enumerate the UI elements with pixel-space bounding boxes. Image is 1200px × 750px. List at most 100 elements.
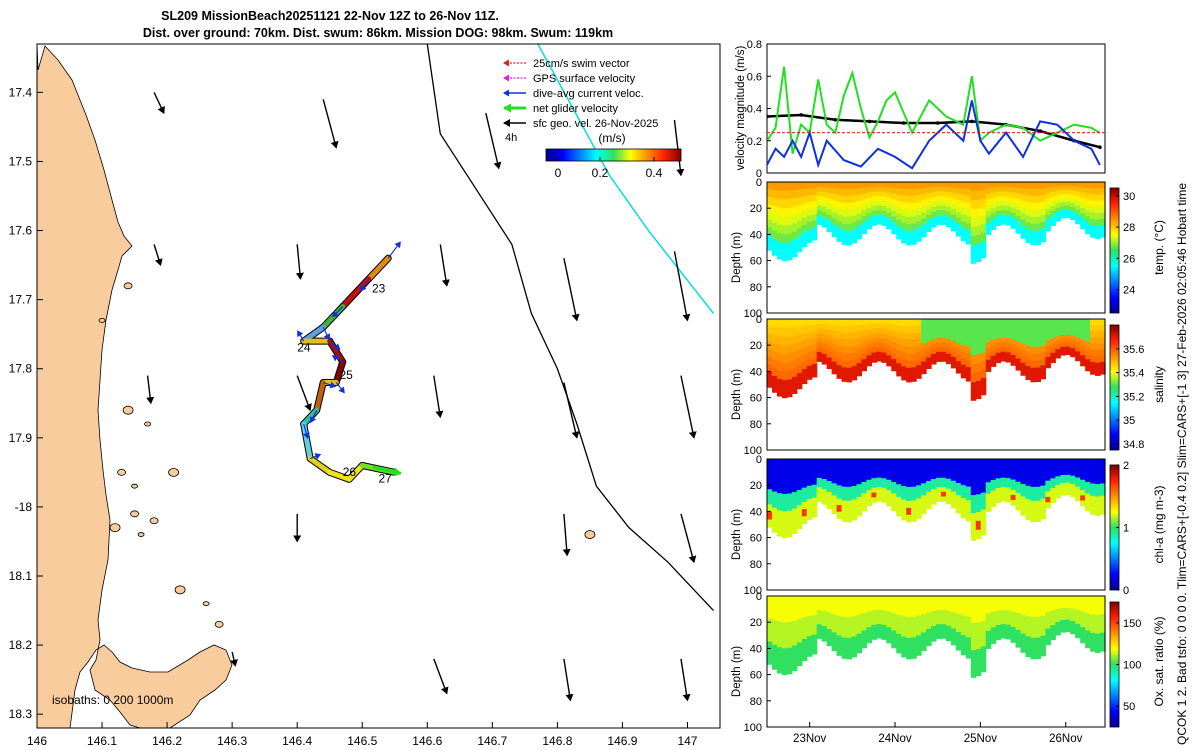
track-segment — [333, 359, 346, 386]
temperature-cell — [1060, 197, 1066, 203]
oxygen-cell — [786, 665, 793, 675]
chlorophyll-cell — [806, 465, 813, 473]
salinity-cell — [771, 367, 778, 377]
temperature-cell — [975, 217, 982, 227]
chlorophyll-cell — [985, 505, 992, 512]
salinity-cell — [771, 359, 778, 369]
oxygen-cell — [960, 622, 967, 630]
salinity-cell — [871, 342, 877, 349]
salinity-cell — [1080, 334, 1086, 341]
oxygen-cell — [876, 628, 882, 634]
oxygen-cell — [851, 636, 858, 644]
temperature-cell — [1090, 188, 1096, 195]
oxygen-cell — [955, 631, 962, 639]
temperature-cell — [1095, 232, 1101, 239]
salinity-cell — [811, 325, 818, 333]
oxygen-cell — [767, 618, 773, 627]
oxygen-cell — [1015, 635, 1022, 642]
salinity-cell — [1050, 343, 1056, 349]
salinity-cell — [1055, 336, 1061, 342]
temperature-cell — [826, 182, 833, 189]
temperature-cell — [1025, 208, 1032, 217]
temperature-cell — [931, 196, 937, 203]
temperature-colorbar-tick-label: 28 — [1123, 222, 1135, 234]
salinity-cell — [1015, 358, 1022, 365]
oxygen-cell — [901, 629, 907, 638]
chlorophyll-cell — [1015, 470, 1022, 477]
oxygen-cell — [1095, 646, 1101, 653]
salinity-cell — [866, 329, 872, 336]
temperature-cell — [945, 191, 952, 198]
salinity-cell — [821, 324, 828, 330]
chlorophyll-cell — [936, 482, 942, 488]
chlorophyll-cell — [1090, 465, 1096, 472]
sfc-geo-point — [833, 117, 838, 122]
salinity-frame — [766, 318, 1106, 451]
chlorophyll-cell — [861, 487, 868, 495]
salinity-cell — [1025, 339, 1032, 347]
chlorophyll-cell — [881, 492, 887, 499]
salinity-cell — [1020, 343, 1027, 351]
island — [122, 405, 134, 415]
salinity-cell — [916, 325, 922, 333]
chlorophyll-cell — [995, 478, 1002, 484]
oxygen-cell — [1065, 607, 1071, 613]
island — [168, 467, 180, 477]
chlorophyll-cell — [1055, 489, 1061, 495]
salinity-cell — [846, 367, 853, 376]
chlorophyll-cell — [1025, 479, 1032, 487]
temperature-cell — [841, 202, 848, 211]
time-tick-label: 24Nov — [878, 733, 911, 745]
salinity-cell — [781, 362, 788, 372]
temperature-cell — [796, 212, 803, 222]
chlorophyll-cell — [776, 510, 783, 520]
temperature-cell — [791, 206, 798, 216]
isobaths-label: isobaths: 0 200 1000m — [52, 693, 173, 707]
chlorophyll-cell — [871, 468, 877, 474]
chlorophyll-cell — [861, 481, 868, 489]
salinity-cell — [781, 371, 788, 381]
chlorophyll-cell — [841, 500, 848, 509]
oxygen-cell — [1030, 596, 1037, 604]
oxygen-cell — [926, 628, 932, 636]
chlorophyll-cell — [781, 502, 788, 512]
chlorophyll-cell — [836, 459, 843, 467]
oxygen-cell — [990, 596, 997, 602]
oxygen-cell — [985, 619, 992, 626]
salinity-cell — [871, 357, 877, 363]
temperature-cell — [891, 216, 897, 223]
salinity-cell — [940, 347, 947, 353]
chlorophyll-cell — [921, 483, 927, 490]
salinity-cell — [1040, 365, 1046, 373]
chlorophyll-cell — [1070, 475, 1076, 481]
salinity-cell — [886, 350, 892, 356]
salinity-cell — [876, 323, 882, 329]
oxygen-cell — [916, 628, 922, 637]
map-x-tick-label: 146 — [27, 734, 47, 748]
temperature-cell — [1050, 220, 1056, 227]
oxygen-cell — [1090, 608, 1096, 615]
temperature-cell — [1070, 207, 1076, 212]
salinity-cell — [811, 364, 818, 372]
chlorophyll-cell — [876, 486, 882, 493]
oxygen-cell — [896, 621, 902, 629]
oxygen-cell — [826, 606, 833, 614]
oxygen-cell — [846, 623, 853, 632]
chlorophyll-cell — [891, 504, 897, 512]
oxygen-cell — [821, 626, 828, 632]
salinity-cell — [1025, 372, 1032, 380]
temperature-cell — [1005, 186, 1012, 193]
chlorophyll-cell — [1040, 465, 1046, 473]
salinity-cell — [891, 336, 897, 343]
temperature-cell — [1065, 201, 1071, 207]
chlorophyll-cell — [950, 459, 957, 466]
temperature-cell — [886, 192, 892, 199]
oxygen-cell — [856, 608, 863, 616]
oxygen-cell — [1020, 633, 1027, 641]
salinity-cell — [985, 330, 992, 338]
salinity-cell — [1020, 356, 1027, 364]
time-tick-label: 26Nov — [1049, 733, 1082, 745]
temperature-cell — [955, 217, 962, 225]
salinity-cell — [801, 319, 808, 327]
